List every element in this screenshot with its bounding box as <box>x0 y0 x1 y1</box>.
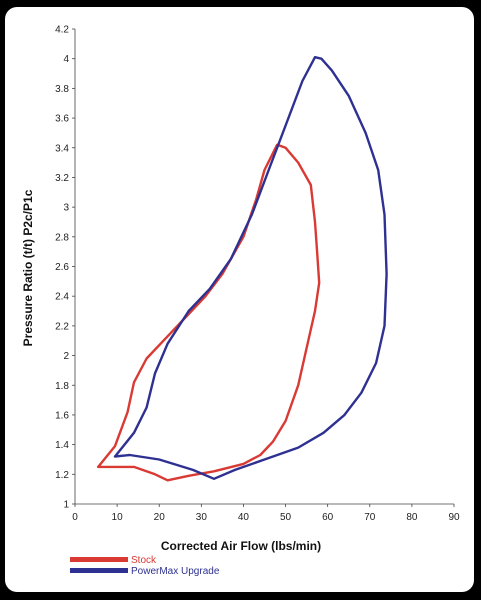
x-tick-label: 40 <box>238 512 250 523</box>
y-tick-label: 1.8 <box>55 381 69 392</box>
x-tick-label: 60 <box>322 512 334 523</box>
x-axis-title: Corrected Air Flow (lbs/min) <box>161 539 321 553</box>
chart-card: 0 10 20 30 40 50 60 70 80 90 1 1.2 1.4 1.6 1.8 2 2.2 2.4… <box>5 7 474 592</box>
x-tick-label: 70 <box>364 512 376 523</box>
y-tick-label: 2.6 <box>55 262 69 273</box>
legend-swatch-powermax <box>70 568 128 573</box>
series-line-powermax <box>113 56 388 480</box>
x-tick-label: 50 <box>280 512 292 523</box>
y-tick-label: 1.2 <box>55 470 69 481</box>
series-line-stock <box>97 143 321 482</box>
x-tick-label: 0 <box>72 512 78 523</box>
x-tick-label: 90 <box>448 512 460 523</box>
y-tick-label: 4 <box>63 54 69 65</box>
y-tick-label: 2.8 <box>55 232 69 243</box>
y-tick-label: 1.6 <box>55 410 69 421</box>
y-axis-title: Pressure Ratio (t/t) P2c/P1c <box>21 189 35 346</box>
y-tick-label: 1.4 <box>55 440 69 451</box>
y-tick-label: 1 <box>63 500 69 511</box>
y-axis-ticks: 1 1.2 1.4 1.6 1.8 2 2.2 2.4 2.6 2.8 3 3.2 3.4 3.6 3.8 4… <box>55 25 75 511</box>
y-tick-label: 3.6 <box>55 114 69 125</box>
x-axis-ticks: 0 10 20 30 40 50 60 70 80 90 <box>72 504 460 523</box>
x-tick-label: 20 <box>154 512 166 523</box>
x-tick-label: 10 <box>112 512 124 523</box>
legend-swatch-stock <box>70 557 128 562</box>
x-tick-label: 30 <box>196 512 208 523</box>
y-tick-label: 3.2 <box>55 173 69 184</box>
y-tick-label: 2.2 <box>55 321 69 332</box>
y-tick-label: 4.2 <box>55 25 69 36</box>
x-tick-label: 80 <box>406 512 418 523</box>
legend: Stock PowerMax Upgrade <box>70 555 220 577</box>
y-tick-label: 3 <box>63 203 69 214</box>
legend-label-stock: Stock <box>131 555 157 566</box>
y-tick-label: 2 <box>63 351 69 362</box>
chart: 0 10 20 30 40 50 60 70 80 90 1 1.2 1.4 1.6 1.8 2 2.2 2.4… <box>21 25 460 578</box>
legend-label-powermax: PowerMax Upgrade <box>131 566 220 577</box>
y-tick-label: 3.4 <box>55 143 69 154</box>
y-tick-label: 3.8 <box>55 84 69 95</box>
y-tick-label: 2.4 <box>55 292 69 303</box>
series-layer <box>97 56 388 482</box>
plot-area <box>74 29 454 505</box>
